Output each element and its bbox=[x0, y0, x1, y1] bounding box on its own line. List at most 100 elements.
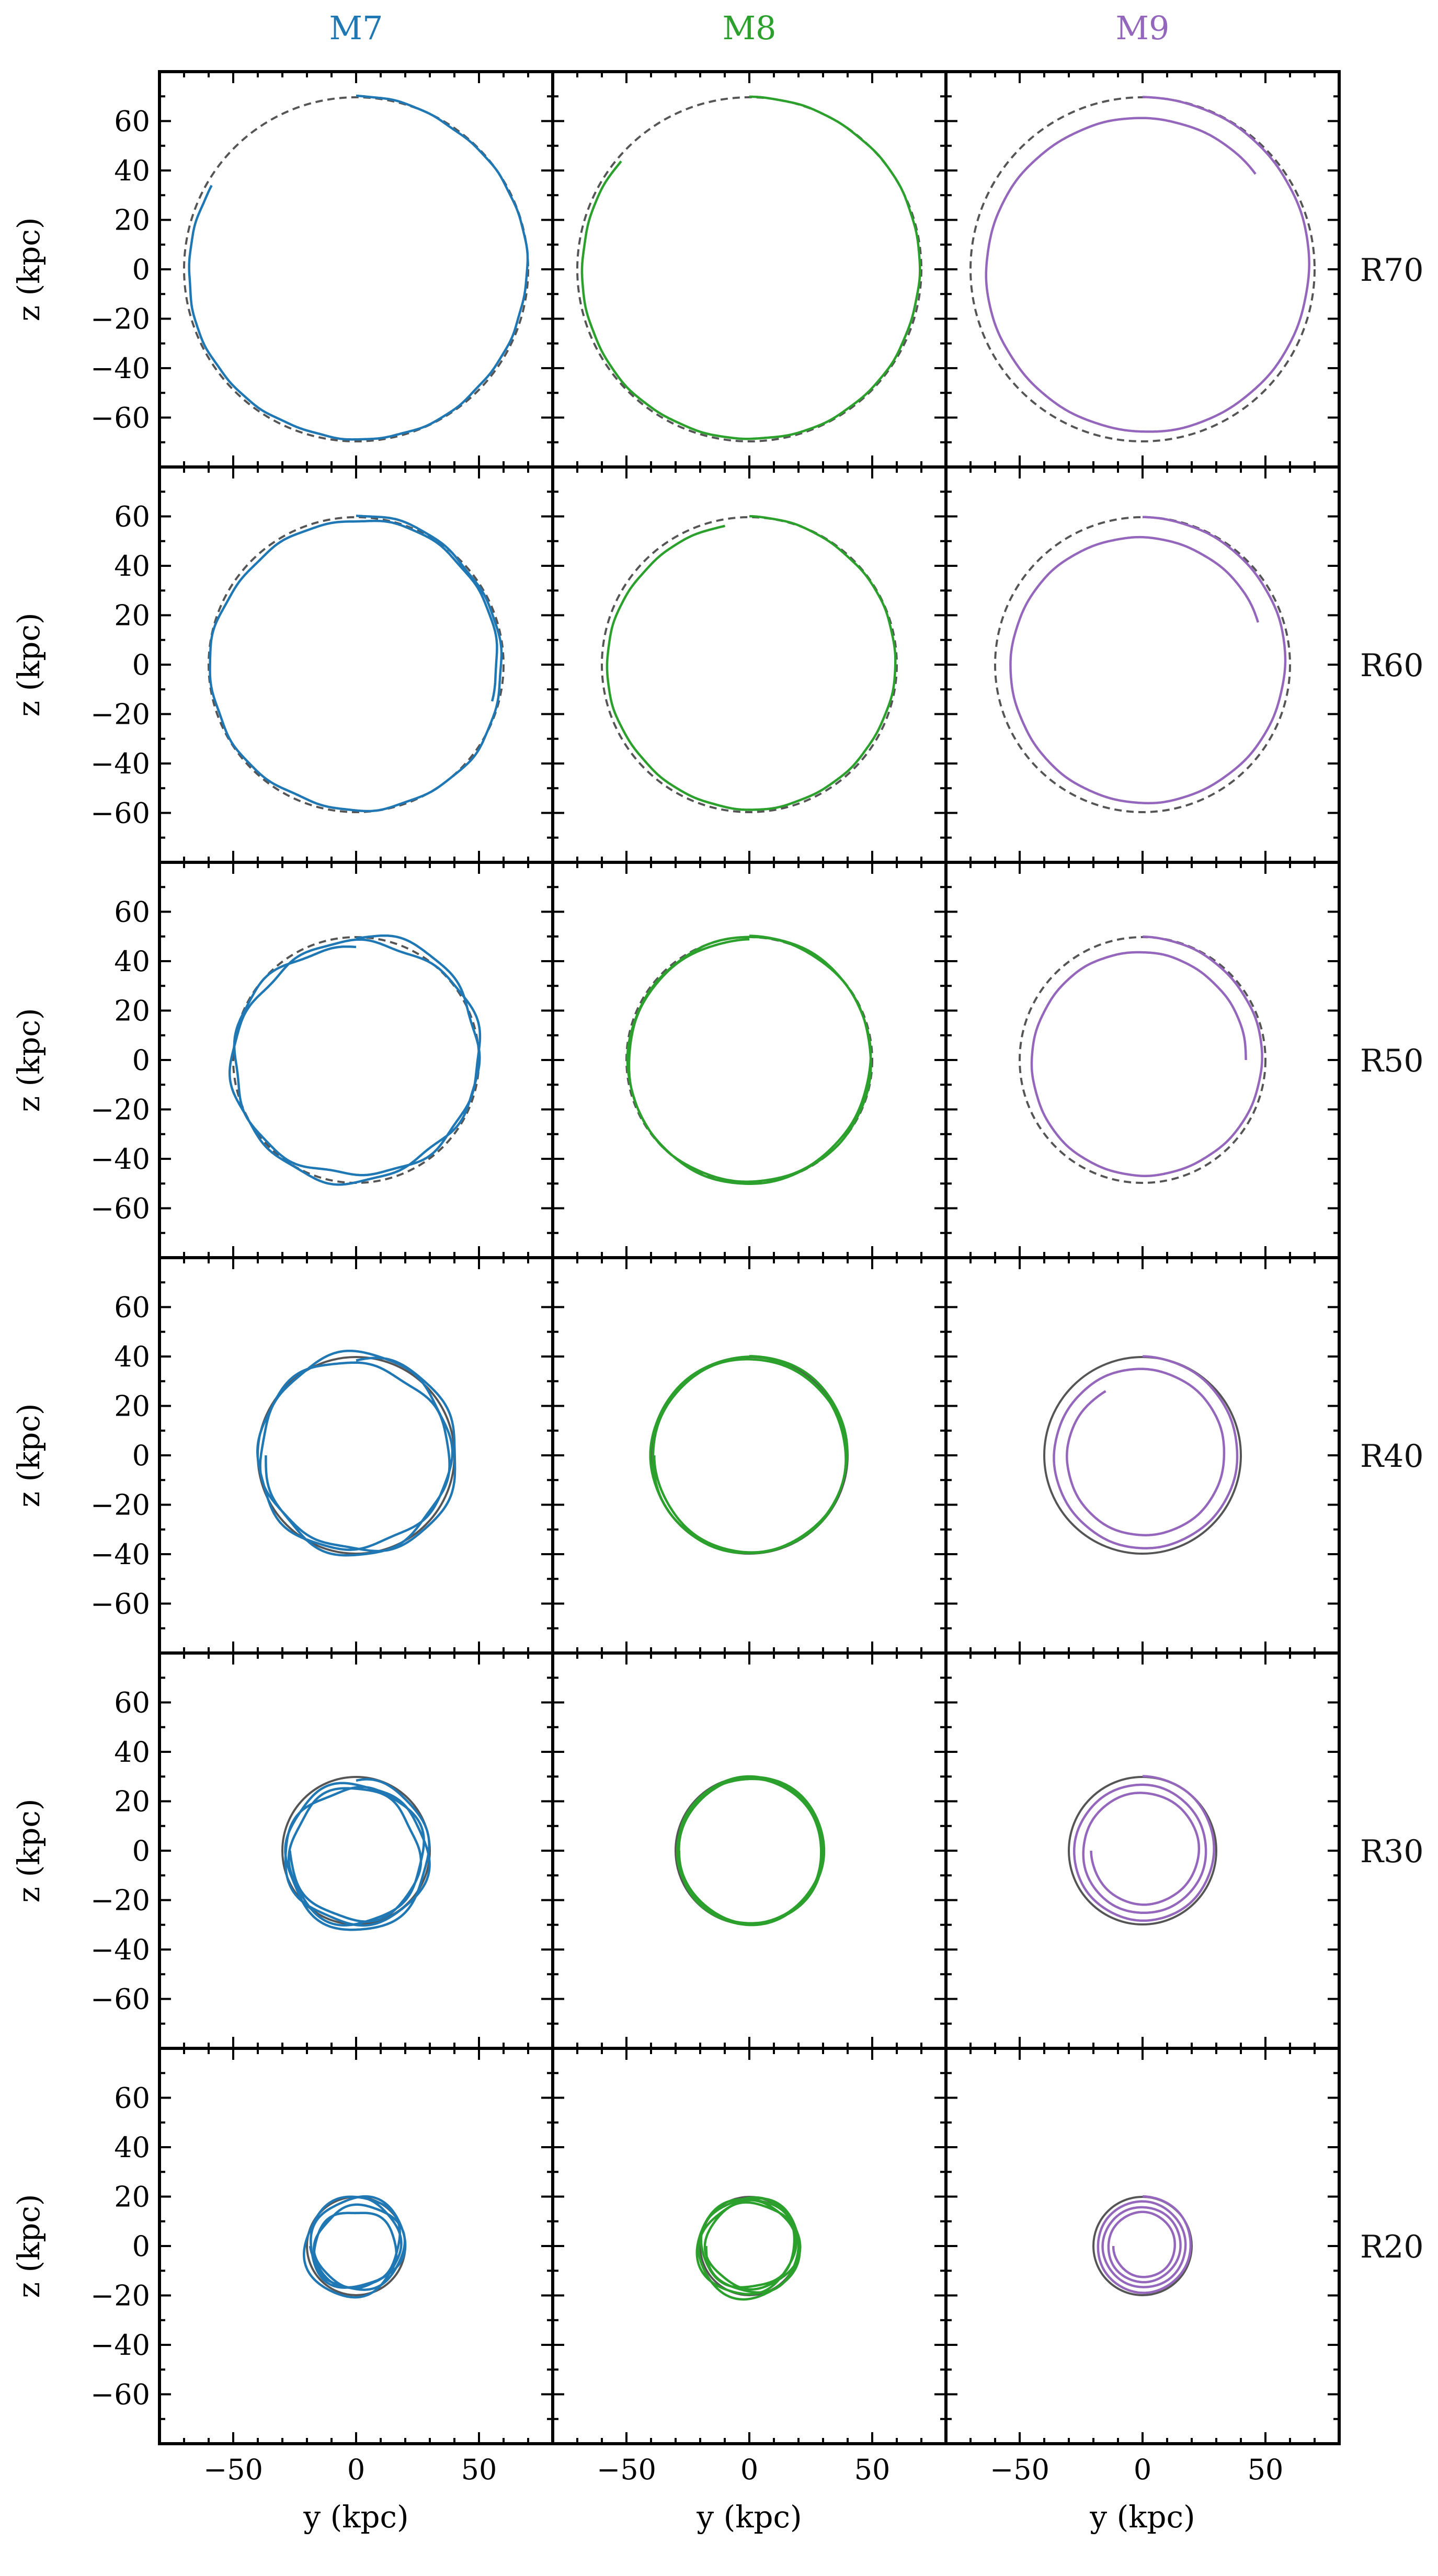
panel-frame bbox=[944, 861, 1341, 1259]
orbit-path-m8 bbox=[695, 2196, 802, 2301]
panel-frame bbox=[944, 1256, 1341, 1655]
panel-frame bbox=[158, 70, 554, 469]
panel-m8-r50 bbox=[551, 861, 948, 1259]
orbit-path-m8 bbox=[580, 95, 921, 440]
y-tick-label: 40 bbox=[114, 1736, 150, 1769]
orbit-path-m8 bbox=[676, 1775, 826, 1927]
column-title-m9: M9 bbox=[1116, 9, 1170, 47]
row-label-r40: R40 bbox=[1360, 1438, 1424, 1475]
x-tick-label: −50 bbox=[203, 2453, 263, 2486]
panel-m7-r70: 60 40 20 0 −20 −40 −60 z (kpc) bbox=[11, 70, 554, 469]
y-tick-label: 40 bbox=[114, 2131, 150, 2164]
tick-marks bbox=[946, 862, 1339, 1258]
y-tick-label: 20 bbox=[114, 204, 150, 237]
panel-m9-r30 bbox=[944, 1651, 1341, 2050]
y-tick-label: −40 bbox=[90, 2329, 150, 2362]
y-axis-label: z (kpc) bbox=[11, 612, 47, 716]
y-tick-label: −40 bbox=[90, 1143, 150, 1176]
panel-frame bbox=[158, 1256, 554, 1655]
x-tick-label: 50 bbox=[854, 2453, 891, 2486]
y-tick-label: −60 bbox=[90, 1192, 150, 1225]
y-tick-label: −40 bbox=[90, 1538, 150, 1571]
y-tick-label: 60 bbox=[114, 1686, 150, 1719]
column-title-m7: M7 bbox=[329, 9, 383, 47]
panel-m7-r50: 60 40 20 0 −20 −40 −60 z (kpc) bbox=[11, 861, 554, 1259]
orbit-path-m9 bbox=[1072, 1775, 1215, 1922]
x-tick-label: 0 bbox=[740, 2453, 758, 2486]
orbit-path-m7 bbox=[209, 515, 503, 813]
y-tick-label: 0 bbox=[132, 648, 150, 681]
tick-marks bbox=[159, 467, 553, 862]
reference-circle bbox=[601, 516, 898, 813]
tick-marks bbox=[946, 72, 1339, 467]
y-tick-label: 60 bbox=[114, 105, 150, 138]
panel-frame bbox=[551, 2047, 948, 2445]
panel-m8-r60 bbox=[551, 465, 948, 864]
reference-circle bbox=[994, 516, 1291, 813]
panel-m8-r20: −50 0 50 y (kpc) bbox=[551, 2047, 948, 2535]
y-tick-label: −40 bbox=[90, 747, 150, 780]
tick-marks bbox=[159, 72, 553, 467]
row-label-r60: R60 bbox=[1360, 647, 1424, 684]
panel-frame bbox=[944, 2047, 1341, 2445]
y-tick-label: 60 bbox=[114, 1291, 150, 1324]
row-label-r70: R70 bbox=[1360, 252, 1424, 289]
x-tick-label: −50 bbox=[597, 2453, 656, 2486]
panel-frame bbox=[551, 861, 948, 1259]
row-label-r50: R50 bbox=[1360, 1043, 1424, 1079]
y-axis-label: z (kpc) bbox=[11, 2194, 47, 2298]
orbit-path-m7 bbox=[228, 934, 482, 1186]
panel-frame bbox=[551, 1651, 948, 2050]
tick-marks bbox=[553, 1258, 946, 1653]
y-tick-label: −60 bbox=[90, 797, 150, 830]
column-title-m8: M8 bbox=[723, 9, 777, 47]
y-tick-label: −20 bbox=[90, 1093, 150, 1126]
tick-marks bbox=[946, 1653, 1339, 2048]
y-tick-label: 40 bbox=[114, 550, 150, 583]
x-axis-label: y (kpc) bbox=[303, 2499, 408, 2535]
panel-m7-r30: 60 40 20 0 −20 −40 −60 z (kpc) bbox=[11, 1651, 554, 2050]
y-tick-label: −60 bbox=[90, 1588, 150, 1621]
tick-marks bbox=[946, 467, 1339, 862]
x-axis-label: y (kpc) bbox=[696, 2499, 802, 2535]
y-tick-label: 40 bbox=[114, 154, 150, 187]
tick-marks bbox=[159, 1653, 553, 2048]
y-tick-label: 0 bbox=[132, 1834, 150, 1867]
x-axis-label: y (kpc) bbox=[1089, 2499, 1195, 2535]
y-axis-label: z (kpc) bbox=[11, 1798, 47, 1902]
row-label-r20: R20 bbox=[1360, 2229, 1424, 2265]
tick-marks bbox=[946, 2048, 1339, 2444]
y-tick-label: 0 bbox=[132, 2230, 150, 2263]
y-tick-label: 40 bbox=[114, 1340, 150, 1373]
tick-marks bbox=[553, 2048, 946, 2444]
y-tick-label: 40 bbox=[114, 945, 150, 978]
x-tick-label: −50 bbox=[990, 2453, 1049, 2486]
panel-frame bbox=[551, 1256, 948, 1655]
y-tick-label: −20 bbox=[90, 2279, 150, 2312]
y-tick-label: −60 bbox=[90, 1983, 150, 2016]
y-tick-label: −20 bbox=[90, 1489, 150, 1522]
orbit-path-m7 bbox=[256, 1349, 456, 1557]
y-tick-label: 20 bbox=[114, 995, 150, 1028]
tick-marks bbox=[159, 2048, 553, 2444]
y-tick-label: 0 bbox=[132, 253, 150, 286]
y-axis-label: z (kpc) bbox=[11, 1008, 47, 1112]
panel-frame bbox=[158, 1651, 554, 2050]
y-tick-label: −20 bbox=[90, 1884, 150, 1917]
tick-marks bbox=[946, 1258, 1339, 1653]
orbit-path-m9 bbox=[1030, 935, 1263, 1177]
orbit-path-m8 bbox=[606, 515, 897, 811]
x-tick-label: 50 bbox=[1248, 2453, 1284, 2486]
panel-frame bbox=[551, 465, 948, 864]
reference-circle bbox=[208, 516, 505, 813]
y-tick-label: −20 bbox=[90, 303, 150, 336]
y-tick-label: −60 bbox=[90, 2378, 150, 2411]
y-axis-label: z (kpc) bbox=[11, 1403, 47, 1507]
orbit-path-m9 bbox=[1053, 1355, 1239, 1549]
panel-frame bbox=[158, 861, 554, 1259]
panel-m8-r70 bbox=[551, 70, 948, 469]
orbit-path-m9 bbox=[985, 96, 1310, 433]
orbit-path-m9 bbox=[1009, 516, 1287, 805]
tick-marks bbox=[159, 862, 553, 1258]
